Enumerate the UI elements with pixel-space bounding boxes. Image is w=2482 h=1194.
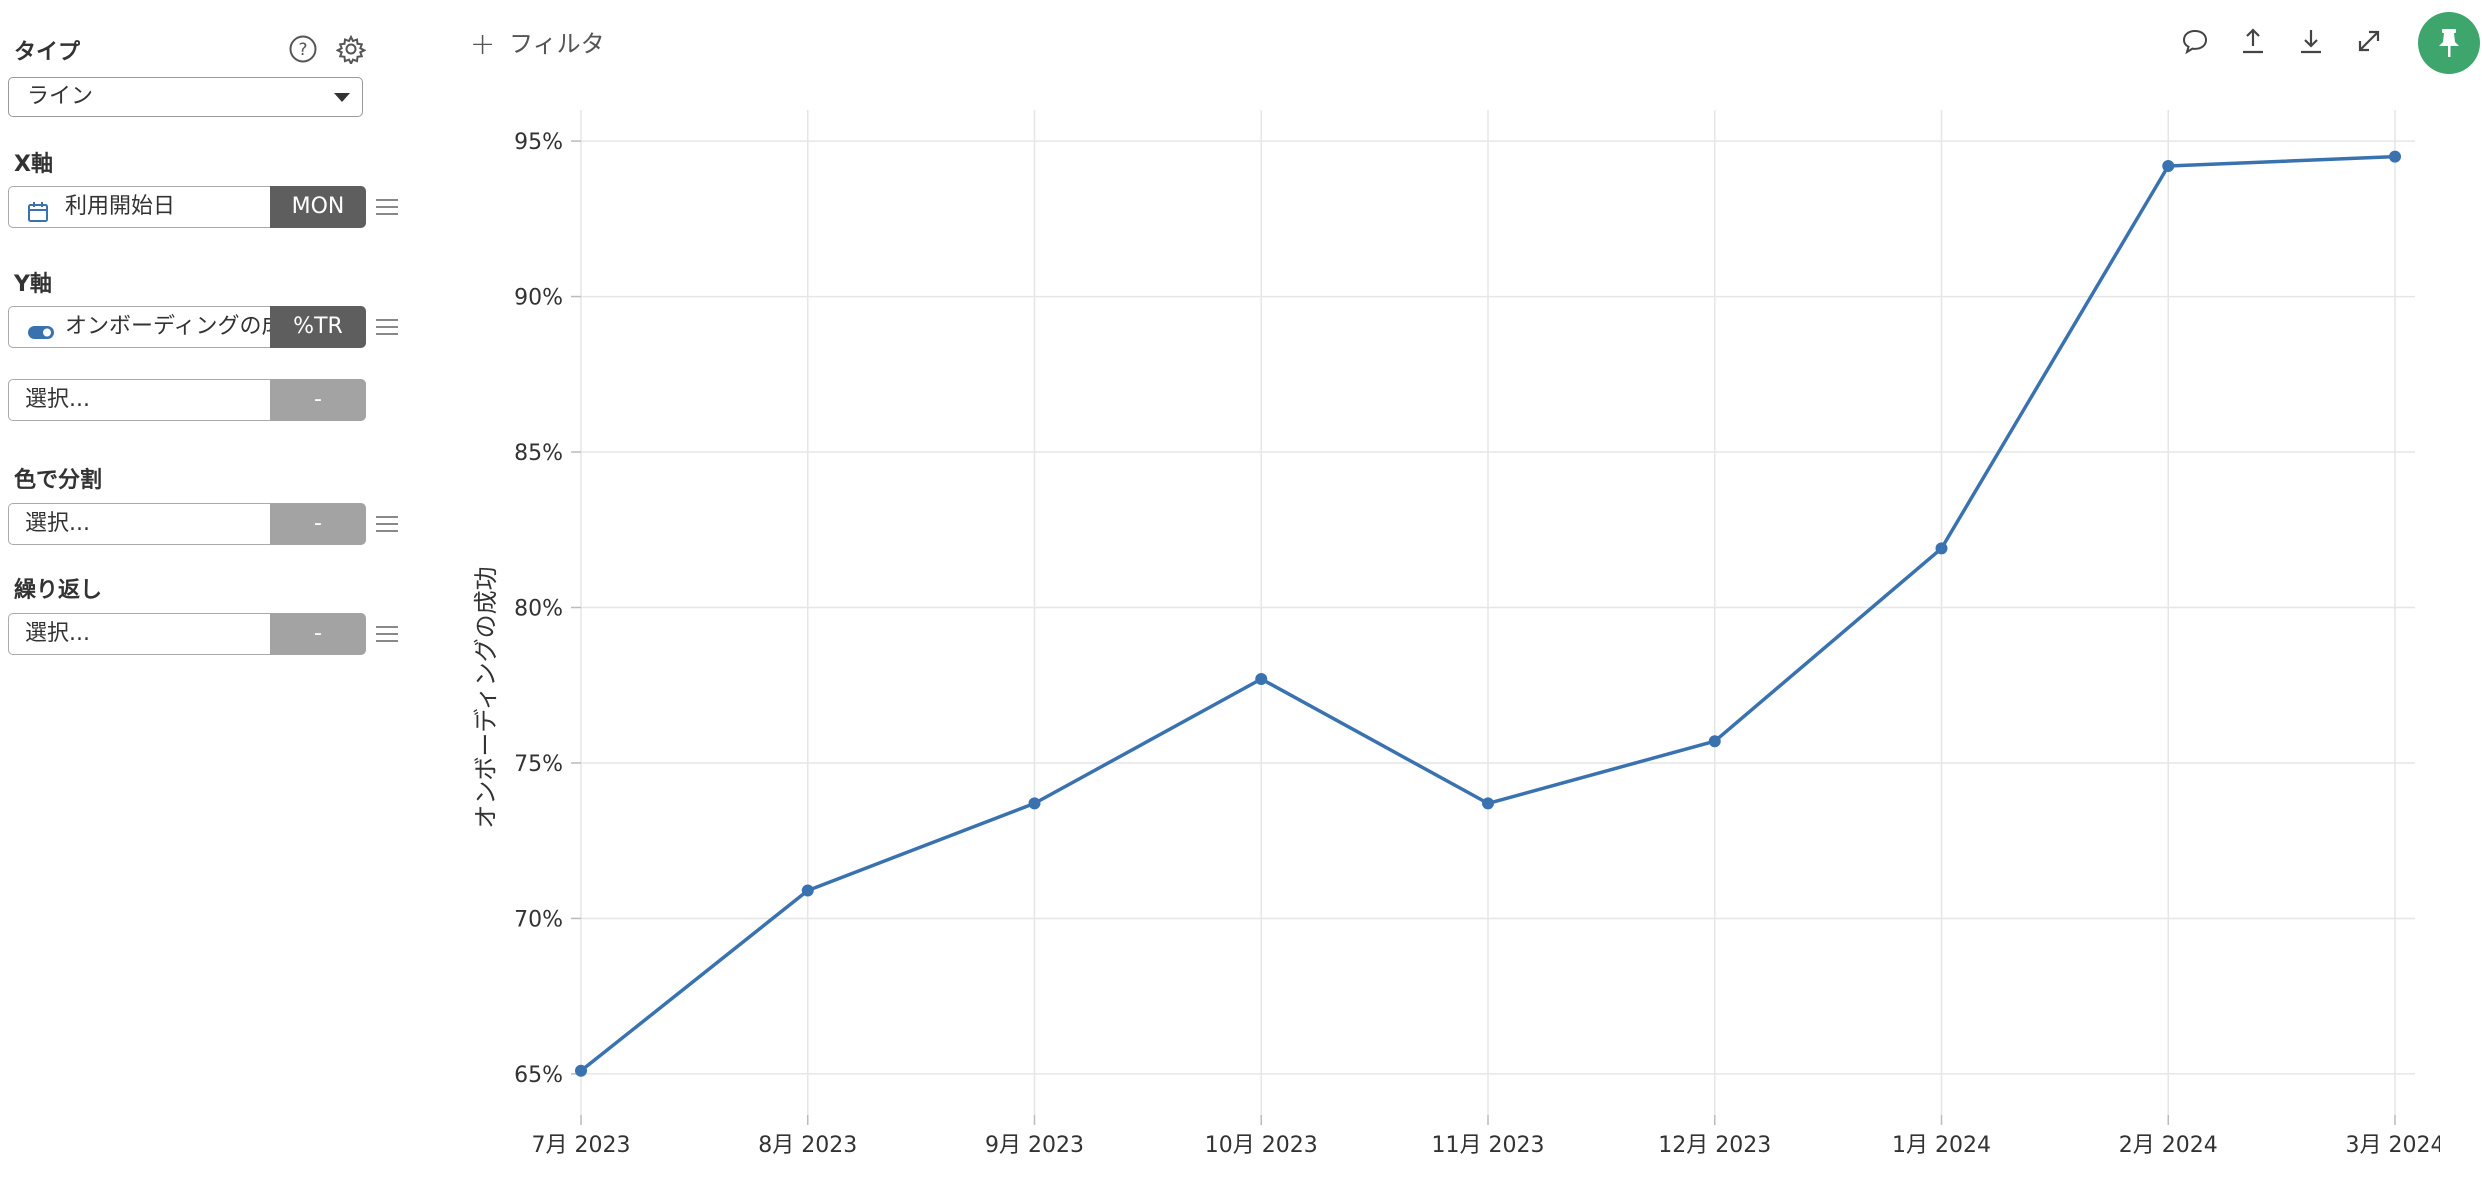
data-point[interactable]: [2162, 159, 2175, 172]
data-point[interactable]: [1028, 797, 1041, 810]
upload-icon[interactable]: [2238, 26, 2270, 58]
chevron-down-icon: [334, 93, 350, 102]
chart-svg: 65% 70% 75% 80% 85% 90% 95% 7月 2023 8月 2023 9月 2…: [472, 110, 2444, 1158]
y-tick-label: 75%: [514, 752, 563, 777]
x-tick-label: 10月 2023: [1205, 1133, 1318, 1158]
svg-text:?: ?: [298, 40, 307, 60]
pin-icon: [2439, 29, 2459, 57]
color-split-select[interactable]: 選択...: [8, 503, 270, 545]
data-point[interactable]: [2389, 150, 2401, 163]
repeat-label: 繰り返し: [14, 578, 103, 603]
x-tick-label: 2月 2024: [2119, 1133, 2218, 1158]
filter-label: フィルタ: [509, 30, 605, 58]
x-axis-column-name: 利用開始日: [65, 194, 176, 219]
y-axis-add-select[interactable]: 選択...: [8, 379, 270, 421]
x-tick-label: 8月 2023: [758, 1133, 857, 1158]
x-axis-label: X軸: [14, 152, 53, 177]
line-chart: 65% 70% 75% 80% 85% 90% 95% 7月 2023 8月 2023 9月 2…: [440, 90, 2444, 1192]
y-axis-drag-handle-icon[interactable]: [376, 319, 398, 335]
y-tick-label: 95%: [514, 130, 563, 155]
x-tick-label: 12月 2023: [1658, 1133, 1771, 1158]
x-tick-label: 11月 2023: [1432, 1133, 1545, 1158]
x-axis-field[interactable]: 利用開始日 MON: [8, 186, 366, 228]
y-axis-column[interactable]: オンボーディングの成功: [8, 306, 270, 348]
color-split-drag-handle-icon[interactable]: [376, 516, 398, 532]
y-axis-aggregation[interactable]: %TR: [270, 306, 366, 348]
y-tick-label: 90%: [514, 286, 563, 311]
x-axis-column[interactable]: 利用開始日: [8, 186, 270, 228]
y-axis-label: Y軸: [14, 272, 52, 297]
download-icon[interactable]: [2296, 26, 2328, 58]
repeat-select[interactable]: 選択...: [8, 613, 270, 655]
chart-type-select[interactable]: ライン: [8, 77, 363, 117]
repeat-aggregation[interactable]: -: [270, 613, 366, 655]
y-axis-title: オンボーディングの成功: [472, 566, 500, 828]
pin-button[interactable]: [2418, 12, 2480, 74]
x-tick-label: 9月 2023: [985, 1133, 1084, 1158]
color-split-label: 色で分割: [14, 468, 103, 493]
repeat-field[interactable]: 選択... -: [8, 613, 366, 655]
filter-button[interactable]: + フィルタ: [470, 24, 605, 62]
x-axis-drag-handle-icon[interactable]: [376, 199, 398, 215]
data-point[interactable]: [801, 884, 814, 897]
gear-icon[interactable]: [335, 34, 368, 66]
y-tick-label: 80%: [514, 597, 563, 622]
y-tick-label: 70%: [514, 907, 563, 932]
y-axis-add-aggregation[interactable]: -: [270, 379, 366, 421]
y-tick-label: 85%: [514, 441, 563, 466]
repeat-drag-handle-icon[interactable]: [376, 626, 398, 642]
data-point[interactable]: [1255, 673, 1268, 686]
data-point[interactable]: [1482, 797, 1494, 810]
x-axis-aggregation[interactable]: MON: [270, 186, 366, 228]
expand-icon[interactable]: [2354, 26, 2386, 58]
toggle-icon: [27, 317, 55, 347]
color-split-aggregation[interactable]: -: [270, 503, 366, 545]
y-axis-column-name: オンボーディングの成功: [65, 314, 270, 339]
chart-settings-panel: タイプ ? ライン X軸 利用開始日 MON Y軸 オンボーディ: [0, 0, 420, 1192]
chart-toolbar: + フィルタ: [460, 0, 2482, 86]
data-point[interactable]: [1708, 735, 1721, 748]
type-label: タイプ: [14, 40, 81, 65]
y-axis-field[interactable]: オンボーディングの成功 %TR: [8, 306, 366, 348]
x-tick-label: 1月 2024: [1892, 1133, 1991, 1158]
x-tick-label: 7月 2023: [532, 1133, 631, 1158]
chart-type-value: ライン: [27, 84, 94, 109]
y-axis-add-field[interactable]: 選択... -: [8, 379, 366, 421]
help-icon[interactable]: ?: [288, 34, 320, 66]
calendar-icon: [27, 197, 49, 227]
x-tick-label: 3月 2024: [2346, 1133, 2440, 1158]
comment-icon[interactable]: [2180, 26, 2212, 58]
data-point[interactable]: [575, 1064, 587, 1077]
data-point[interactable]: [1935, 542, 1948, 555]
color-split-field[interactable]: 選択... -: [8, 503, 366, 545]
plus-icon: +: [470, 27, 496, 62]
y-tick-label: 65%: [514, 1063, 563, 1088]
